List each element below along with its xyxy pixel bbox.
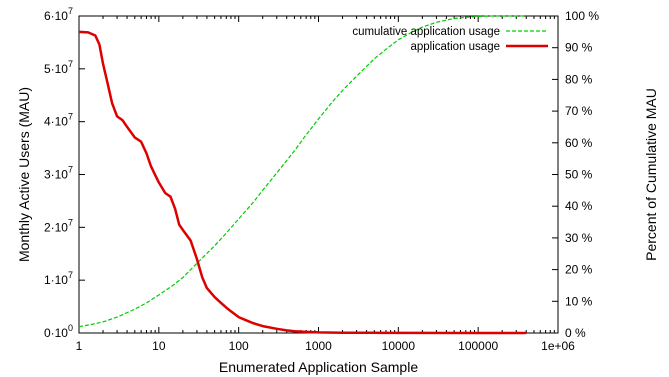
legend-label-cumulative: cumulative application usage bbox=[352, 26, 500, 38]
y2-tick-label: 80 % bbox=[565, 72, 593, 86]
y2-tick-label: 0 % bbox=[565, 326, 586, 340]
y2-tick-label: 90 % bbox=[565, 41, 593, 55]
x-tick-label: 10 bbox=[152, 339, 166, 353]
y-tick-label: 2·107 bbox=[44, 217, 73, 234]
x-axis-title: Enumerated Application Sample bbox=[219, 359, 418, 375]
series-layer bbox=[78, 15, 527, 335]
legend-label-application-usage: application usage bbox=[410, 41, 500, 53]
y2-tick-label: 50 % bbox=[565, 168, 593, 182]
series-line-application-usage bbox=[78, 30, 527, 335]
y2-tick-label: 70 % bbox=[565, 104, 593, 118]
y2-tick-label: 100 % bbox=[565, 9, 599, 23]
y-tick-label: 6·107 bbox=[44, 6, 73, 23]
y-axis-title: Monthly Active Users (MAU) bbox=[16, 87, 32, 262]
y2-axis-title: Percent of Cumulative MAU bbox=[643, 88, 659, 261]
y-tick-label: 3·107 bbox=[44, 165, 73, 182]
ticks-layer: 1 10 100 1000 10000 100000 1e+06 0·100 1·107 2·10… bbox=[44, 6, 599, 353]
y2-tick-label: 40 % bbox=[565, 199, 593, 213]
y2-tick-label: 60 % bbox=[565, 136, 593, 150]
y-tick-label: 0·100 bbox=[44, 323, 73, 340]
y2-tick-label: 20 % bbox=[565, 263, 593, 277]
x-tick-label: 1 bbox=[76, 339, 83, 353]
x-tick-label: 1000 bbox=[305, 339, 332, 353]
y2-tick-label: 30 % bbox=[565, 231, 593, 245]
y2-tick-label: 10 % bbox=[565, 294, 593, 308]
y-tick-label: 5·107 bbox=[44, 59, 73, 76]
series-line-cumulative bbox=[78, 15, 527, 328]
x-tick-label: 100 bbox=[229, 339, 249, 353]
x-tick-label: 10000 bbox=[382, 339, 416, 353]
y-tick-label: 1·107 bbox=[44, 270, 73, 287]
y-tick-label: 4·107 bbox=[44, 112, 73, 129]
legend: cumulative application usage application… bbox=[352, 26, 548, 53]
x-tick-label: 100000 bbox=[458, 339, 498, 353]
plot-frame bbox=[78, 15, 559, 334]
x-tick-label: 1e+06 bbox=[541, 339, 575, 353]
